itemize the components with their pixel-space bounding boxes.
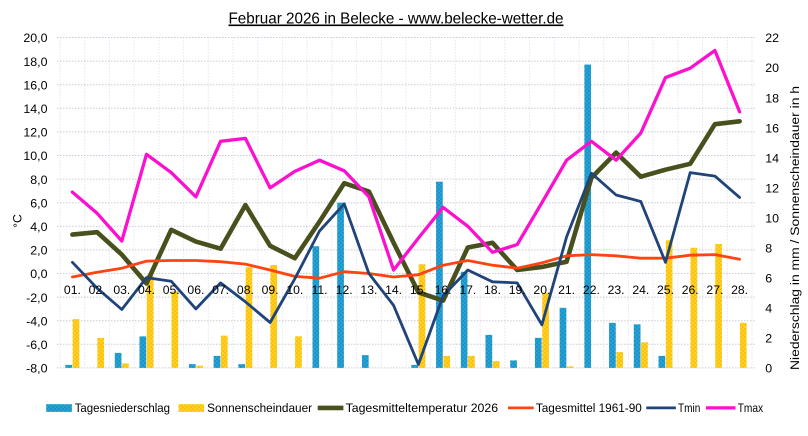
svg-text:12: 12 bbox=[765, 181, 779, 195]
svg-text:27.: 27. bbox=[706, 283, 723, 297]
svg-text:22: 22 bbox=[765, 31, 779, 45]
svg-text:09.: 09. bbox=[262, 283, 279, 297]
svg-text:2: 2 bbox=[765, 332, 772, 346]
svg-text:6,0: 6,0 bbox=[30, 196, 47, 210]
svg-text:21.: 21. bbox=[558, 283, 575, 297]
svg-text:05.: 05. bbox=[163, 283, 180, 297]
svg-text:Niederschlag in mm / Sonnensch: Niederschlag in mm / Sonnenscheindauer i… bbox=[788, 86, 802, 370]
svg-text:28.: 28. bbox=[731, 283, 748, 297]
svg-text:10,0: 10,0 bbox=[23, 149, 47, 163]
svg-text:19.: 19. bbox=[509, 283, 526, 297]
svg-text:26.: 26. bbox=[682, 283, 699, 297]
svg-text:17.: 17. bbox=[459, 283, 476, 297]
svg-text:8,0: 8,0 bbox=[30, 173, 47, 187]
svg-text:Februar 2026 in Belecke - www.: Februar 2026 in Belecke - www.belecke-we… bbox=[229, 11, 564, 28]
svg-text:20,0: 20,0 bbox=[23, 31, 47, 45]
svg-text:6: 6 bbox=[765, 272, 772, 286]
svg-text:07.: 07. bbox=[212, 283, 229, 297]
svg-text:20.: 20. bbox=[533, 283, 550, 297]
svg-text:03.: 03. bbox=[113, 283, 130, 297]
svg-text:14,0: 14,0 bbox=[23, 102, 47, 116]
svg-text:22.: 22. bbox=[583, 283, 600, 297]
svg-text:18,0: 18,0 bbox=[23, 55, 47, 69]
svg-text:16,0: 16,0 bbox=[23, 78, 47, 92]
svg-text:15.: 15. bbox=[410, 283, 427, 297]
svg-text:18.: 18. bbox=[484, 283, 501, 297]
svg-text:-2,0: -2,0 bbox=[26, 291, 47, 305]
svg-text:06.: 06. bbox=[187, 283, 204, 297]
svg-text:16: 16 bbox=[765, 121, 779, 135]
svg-text:04.: 04. bbox=[138, 283, 155, 297]
svg-text:12.: 12. bbox=[336, 283, 353, 297]
svg-text:Tagesniederschlag: Tagesniederschlag bbox=[75, 401, 170, 415]
svg-text:Tmax: Tmax bbox=[738, 401, 763, 415]
svg-text:10: 10 bbox=[765, 211, 779, 225]
svg-text:0: 0 bbox=[765, 362, 772, 376]
svg-text:°C: °C bbox=[10, 214, 24, 228]
svg-text:16.: 16. bbox=[435, 283, 452, 297]
svg-text:0,0: 0,0 bbox=[30, 267, 47, 281]
svg-text:13.: 13. bbox=[360, 283, 377, 297]
svg-text:14.: 14. bbox=[385, 283, 402, 297]
svg-text:01.: 01. bbox=[64, 283, 81, 297]
svg-text:Tagesmitteltemperatur 2026: Tagesmitteltemperatur 2026 bbox=[346, 401, 499, 415]
svg-text:12,0: 12,0 bbox=[23, 126, 47, 140]
svg-text:08.: 08. bbox=[237, 283, 254, 297]
svg-text:Tmin: Tmin bbox=[678, 401, 700, 415]
svg-text:-4,0: -4,0 bbox=[26, 314, 47, 328]
svg-text:-8,0: -8,0 bbox=[26, 362, 47, 376]
svg-text:24.: 24. bbox=[632, 283, 649, 297]
svg-text:23.: 23. bbox=[608, 283, 625, 297]
svg-text:02.: 02. bbox=[89, 283, 106, 297]
svg-text:10.: 10. bbox=[286, 283, 303, 297]
svg-text:20: 20 bbox=[765, 61, 779, 75]
svg-text:25.: 25. bbox=[657, 283, 674, 297]
svg-text:Sonnenscheindauer: Sonnenscheindauer bbox=[207, 401, 312, 415]
svg-text:-6,0: -6,0 bbox=[26, 338, 47, 352]
svg-text:18: 18 bbox=[765, 91, 779, 105]
svg-text:4: 4 bbox=[765, 302, 772, 316]
svg-text:8: 8 bbox=[765, 242, 772, 256]
svg-text:14: 14 bbox=[765, 151, 779, 165]
svg-text:4,0: 4,0 bbox=[30, 220, 47, 234]
svg-text:11.: 11. bbox=[311, 283, 327, 297]
svg-text:Tagesmittel 1961-90: Tagesmittel 1961-90 bbox=[536, 401, 642, 415]
svg-text:2,0: 2,0 bbox=[30, 244, 47, 258]
